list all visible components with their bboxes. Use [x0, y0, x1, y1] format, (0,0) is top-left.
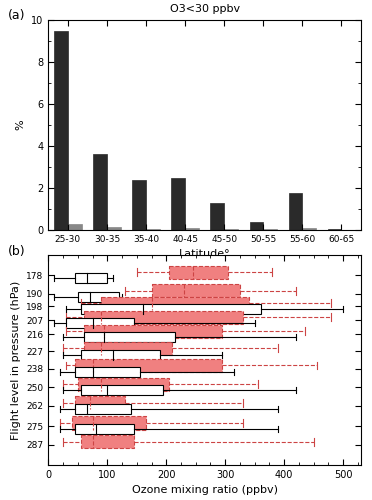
Bar — [75, 404, 131, 414]
Bar — [93, 154, 107, 230]
Bar — [72, 416, 146, 430]
Bar — [107, 227, 121, 230]
Text: (b): (b) — [8, 244, 25, 258]
Bar — [302, 228, 316, 230]
Bar — [75, 424, 134, 434]
Bar — [171, 178, 185, 230]
Bar — [75, 366, 140, 376]
Bar — [84, 342, 172, 355]
Bar — [185, 228, 199, 230]
Bar — [211, 202, 224, 230]
Bar — [81, 386, 163, 396]
Y-axis label: %: % — [16, 120, 26, 130]
Bar — [68, 224, 81, 230]
Bar — [84, 310, 243, 324]
Bar — [169, 266, 228, 278]
Bar — [78, 378, 169, 390]
Bar — [81, 435, 134, 448]
Bar — [132, 180, 146, 230]
Bar — [224, 229, 238, 230]
Title: O3<30 ppbv: O3<30 ppbv — [170, 4, 240, 14]
Bar — [151, 284, 240, 298]
Bar — [78, 292, 119, 302]
Bar — [75, 359, 222, 372]
Bar — [102, 296, 249, 310]
Bar — [289, 193, 302, 230]
Bar — [84, 332, 175, 342]
Y-axis label: Flight level in pressure (hPa): Flight level in pressure (hPa) — [11, 280, 21, 440]
Bar — [263, 229, 277, 230]
Bar — [54, 30, 68, 230]
Bar — [66, 318, 134, 328]
Bar — [84, 324, 222, 338]
Bar — [250, 222, 263, 230]
Bar — [146, 229, 160, 230]
Bar — [75, 396, 125, 409]
Bar — [81, 304, 261, 314]
X-axis label: Ozone mixing ratio (ppbv): Ozone mixing ratio (ppbv) — [132, 486, 278, 496]
X-axis label: Latitude°: Latitude° — [179, 250, 230, 260]
Bar — [75, 274, 107, 283]
Bar — [328, 229, 341, 230]
Text: (a): (a) — [8, 10, 25, 22]
Bar — [81, 350, 160, 360]
